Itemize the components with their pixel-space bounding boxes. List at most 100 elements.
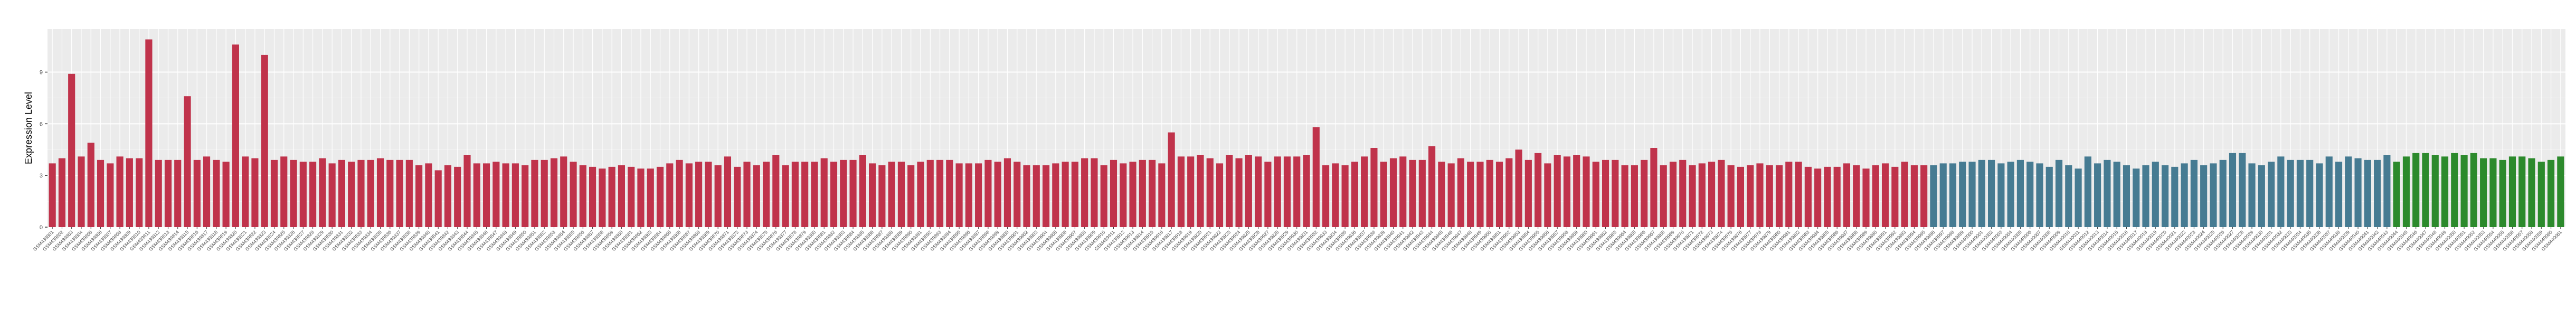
bar (984, 160, 992, 227)
bar (1023, 165, 1030, 227)
bar (280, 156, 288, 227)
bar (2547, 160, 2555, 227)
bar (1535, 153, 1542, 227)
bar (531, 160, 538, 227)
bar (107, 163, 114, 227)
bar (1380, 162, 1387, 227)
bar (1583, 156, 1590, 227)
bar (290, 160, 297, 227)
bar (2499, 160, 2506, 227)
bar (1920, 165, 1928, 227)
bar (1245, 155, 1252, 227)
bar (376, 158, 384, 227)
bar (772, 155, 780, 227)
bar (2316, 163, 2323, 227)
bar (1988, 160, 1995, 227)
bar (2065, 165, 2072, 227)
bar (743, 162, 751, 227)
bar (907, 165, 915, 227)
bar (155, 160, 162, 227)
bar (1891, 166, 1899, 227)
bar (68, 73, 75, 228)
bar (946, 160, 953, 227)
bar (869, 163, 876, 227)
bar (251, 158, 259, 227)
bar (1997, 163, 2005, 227)
bar (1187, 156, 1195, 227)
bar (1669, 162, 1677, 227)
bar (1959, 162, 1966, 227)
bar (1872, 165, 1879, 227)
bar (1689, 165, 1696, 227)
bar (1621, 165, 1628, 227)
bar (2239, 153, 2246, 227)
bar (2190, 160, 2198, 227)
bar (1698, 163, 1706, 227)
bar (87, 143, 94, 227)
bar (386, 160, 394, 227)
bar (2104, 160, 2111, 227)
bar (801, 162, 809, 227)
bar (1129, 162, 1137, 227)
bar (2287, 160, 2294, 227)
bar (222, 162, 230, 227)
bar (1216, 163, 1224, 227)
bar (2113, 162, 2120, 227)
bar (1563, 156, 1571, 227)
bar (1910, 165, 1918, 227)
bar (1071, 162, 1078, 227)
bar (714, 165, 722, 227)
bar (1775, 165, 1783, 227)
bar (1226, 155, 1233, 227)
bar (49, 163, 56, 227)
bar (309, 162, 317, 227)
bar (1139, 160, 1146, 227)
bar (2364, 160, 2371, 227)
bar (1747, 165, 1754, 227)
bar (1351, 162, 1358, 227)
bar (2306, 160, 2314, 227)
bar (1062, 162, 1069, 227)
bar (434, 170, 442, 227)
bar (1467, 162, 1474, 227)
bar (849, 160, 857, 227)
bar (145, 39, 153, 227)
bar (656, 166, 664, 227)
bar (174, 160, 182, 227)
bar (357, 160, 365, 227)
bar (502, 163, 509, 227)
bar (1158, 163, 1166, 227)
bar (338, 160, 345, 227)
bar (2171, 166, 2179, 227)
bar (589, 166, 596, 227)
bar (695, 162, 703, 227)
bar (1718, 160, 1725, 227)
bar (2460, 155, 2468, 227)
bar (2161, 165, 2169, 227)
bar (666, 163, 674, 227)
bar (512, 163, 519, 227)
bar (2489, 158, 2497, 227)
bar (1042, 165, 1050, 227)
bar (1361, 156, 1368, 227)
bar (888, 162, 895, 227)
bar (1081, 158, 1088, 227)
bar (2277, 156, 2285, 227)
bar (2451, 153, 2458, 227)
bar (126, 158, 133, 227)
bar (618, 165, 625, 227)
bar (1804, 166, 1812, 227)
bar (1341, 165, 1349, 227)
bar (2026, 162, 2034, 227)
bar (2528, 158, 2535, 227)
bar (2084, 156, 2091, 227)
bar (1824, 166, 1831, 227)
bar (1014, 162, 1021, 227)
bar (454, 166, 461, 227)
bar (2045, 166, 2053, 227)
bar (647, 168, 654, 227)
bar (328, 163, 336, 227)
bar (1495, 162, 1503, 227)
bar (1573, 155, 1580, 227)
